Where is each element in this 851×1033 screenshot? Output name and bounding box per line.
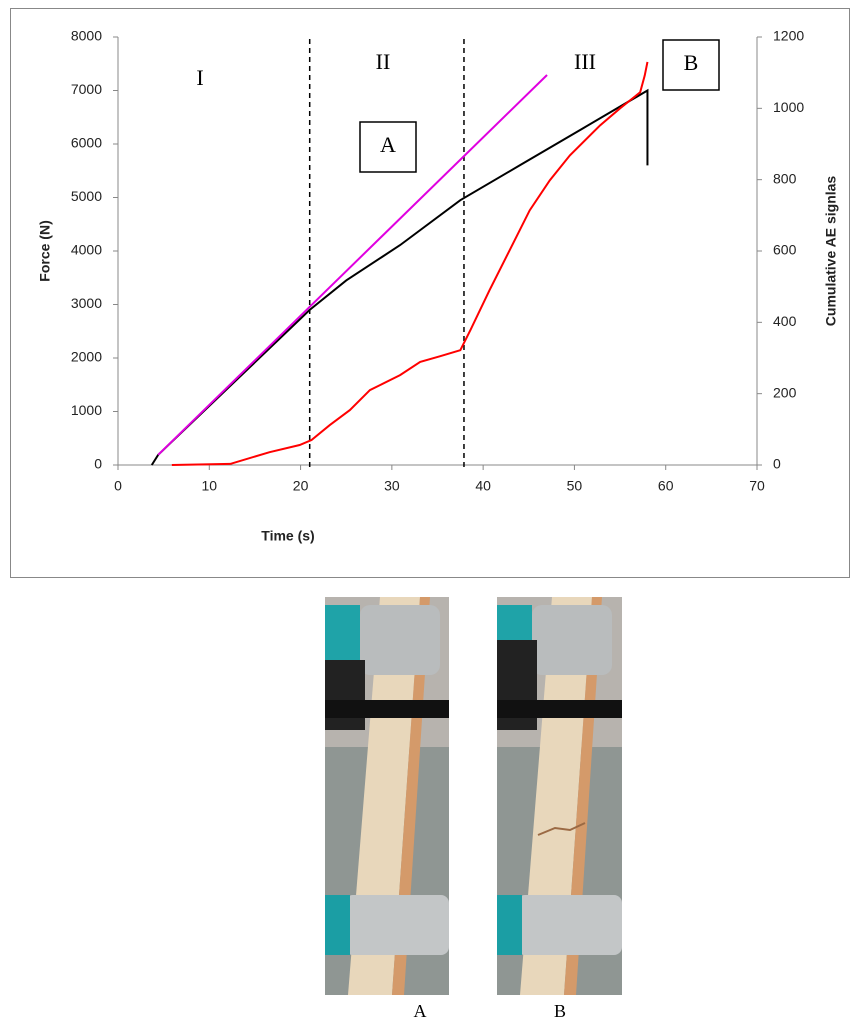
y-tick-label: 3000 <box>71 295 102 311</box>
y2-tick-label: 800 <box>773 170 797 186</box>
y2-tick-label: 1000 <box>773 99 804 115</box>
y-tick-label: 4000 <box>71 242 102 258</box>
y2-tick-label: 400 <box>773 313 797 329</box>
x-tick-label: 70 <box>749 478 765 494</box>
y2-tick-label: 1200 <box>773 28 804 44</box>
chart-frame <box>10 8 850 578</box>
y2-tick-label: 600 <box>773 242 797 258</box>
y-tick-label: 0 <box>94 456 102 472</box>
series-line <box>157 74 548 456</box>
annotation-box <box>662 39 720 91</box>
photo-a <box>325 597 449 995</box>
y-axis-label: Force (N) <box>37 220 53 281</box>
annotation: A <box>380 132 396 157</box>
x-tick-label: 30 <box>384 478 400 494</box>
x-tick-label: 60 <box>658 478 674 494</box>
photo-b <box>497 597 622 995</box>
x-tick-label: 50 <box>567 478 583 494</box>
series-line <box>171 61 649 466</box>
x-tick-label: 10 <box>201 478 217 494</box>
y2-tick-label: 200 <box>773 384 797 400</box>
annotation: I <box>196 65 203 90</box>
y-tick-label: 8000 <box>71 28 102 44</box>
x-tick-label: 20 <box>293 478 309 494</box>
photo-caption: B <box>554 1001 566 1021</box>
y2-tick-label: 0 <box>773 456 781 472</box>
x-axis-label: Time (s) <box>261 528 314 544</box>
series-line <box>150 88 649 466</box>
annotation: II <box>376 49 391 74</box>
y2-axis-label: Cumulative AE signlas <box>823 176 839 327</box>
annotation-box <box>359 121 417 173</box>
y-tick-label: 2000 <box>71 349 102 365</box>
annotation: III <box>574 49 596 74</box>
y-tick-label: 5000 <box>71 188 102 204</box>
x-tick-label: 0 <box>114 478 122 494</box>
y-tick-label: 7000 <box>71 81 102 97</box>
x-tick-label: 40 <box>475 478 491 494</box>
y-tick-label: 1000 <box>71 402 102 418</box>
y-tick-label: 6000 <box>71 135 102 151</box>
annotation: B <box>684 50 699 75</box>
photo-caption: A <box>414 1001 427 1021</box>
